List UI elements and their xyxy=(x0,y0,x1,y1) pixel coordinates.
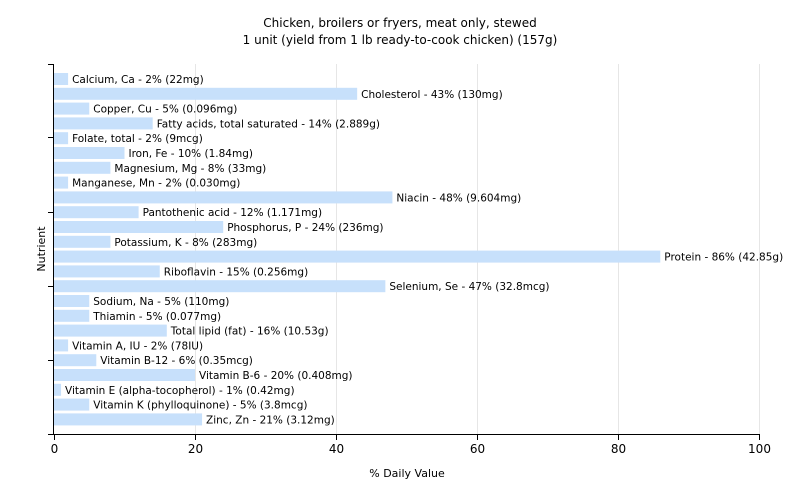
bar-iron-fe xyxy=(54,147,125,159)
bar-label-zinc-zn: Zinc, Zn - 21% (3.12mg) xyxy=(206,414,335,426)
bar-label-magnesium-mg: Magnesium, Mg - 8% (33mg) xyxy=(114,163,266,175)
bar-label-calcium-ca: Calcium, Ca - 2% (22mg) xyxy=(72,74,204,86)
bar-pantothenic-acid xyxy=(54,206,139,219)
bar-niacin xyxy=(54,191,393,204)
bar-label-cholesterol: Cholesterol - 43% (130mg) xyxy=(361,89,503,101)
bar-label-vitamin-b-12: Vitamin B-12 - 6% (0.35mcg) xyxy=(100,355,253,367)
bar-label-thiamin: Thiamin - 5% (0.077mg) xyxy=(92,311,221,323)
bar-label-potassium-k: Potassium, K - 8% (283mg) xyxy=(114,237,257,249)
bar-vitamin-k-phylloquinone xyxy=(54,398,90,411)
x-tick-labels: 0 20 40 60 80 100 xyxy=(51,442,771,456)
bar-vitamin-b-12 xyxy=(54,354,97,367)
bar-copper-cu xyxy=(54,102,90,115)
bar-label-copper-cu: Copper, Cu - 5% (0.096mg) xyxy=(93,104,237,116)
grid-lines xyxy=(195,64,760,434)
bar-calcium-ca xyxy=(54,73,69,85)
bar-label-total-lipid-fat: Total lipid (fat) - 16% (10.53g) xyxy=(170,326,329,338)
x-tick-label-40: 40 xyxy=(329,442,344,456)
bar-label-iron-fe: Iron, Fe - 10% (1.84mg) xyxy=(129,148,253,160)
bars: Calcium, Ca - 2% (22mg) Cholesterol - 43%… xyxy=(54,73,783,426)
chart-title: Chicken, broilers or fryers, meat only, … xyxy=(263,16,536,30)
bar-selenium-se xyxy=(54,280,386,293)
bar-vitamin-a-iu xyxy=(54,339,69,352)
bar-label-sodium-na: Sodium, Na - 5% (110mg) xyxy=(93,296,229,308)
bar-label-protein: Protein - 86% (42.85g) xyxy=(664,252,783,264)
bar-riboflavin xyxy=(54,265,160,278)
bar-vitamin-b-6 xyxy=(54,369,195,381)
bar-folate-total xyxy=(54,132,69,145)
bar-cholesterol xyxy=(54,87,358,100)
chart-subtitle: 1 unit (yield from 1 lb ready-to-cook ch… xyxy=(243,33,558,47)
x-tick-label-20: 20 xyxy=(188,442,203,456)
bar-magnesium-mg xyxy=(54,161,111,174)
bar-label-vitamin-b-6: Vitamin B-6 - 20% (0.408mg) xyxy=(199,370,353,382)
bar-label-niacin: Niacin - 48% (9.604mg) xyxy=(396,192,521,204)
axes xyxy=(48,64,760,440)
bar-label-fatty-acids-total-saturated: Fatty acids, total saturated - 14% (2.88… xyxy=(157,118,380,130)
bar-label-vitamin-k-phylloquinone: Vitamin K (phylloquinone) - 5% (3.8mcg) xyxy=(93,400,307,412)
bar-label-folate-total: Folate, total - 2% (9mcg) xyxy=(72,133,203,145)
bar-label-vitamin-e-alpha-tocopherol: Vitamin E (alpha-tocopherol) - 1% (0.42m… xyxy=(65,385,294,397)
bar-label-pantothenic-acid: Pantothenic acid - 12% (1.171mg) xyxy=(143,207,322,219)
x-tick-label-60: 60 xyxy=(470,442,485,456)
bar-sodium-na xyxy=(54,295,90,307)
bar-phosphorus-p xyxy=(54,221,224,233)
bar-vitamin-e-alpha-tocopherol xyxy=(54,383,62,396)
bar-potassium-k xyxy=(54,235,111,248)
bar-label-phosphorus-p: Phosphorus, P - 24% (236mg) xyxy=(227,222,383,234)
x-tick-label-80: 80 xyxy=(611,442,626,456)
x-tick-label-100: 100 xyxy=(748,442,771,456)
bar-manganese-mn xyxy=(54,176,69,189)
x-tick-label-0: 0 xyxy=(51,442,59,456)
bar-label-manganese-mn: Manganese, Mn - 2% (0.030mg) xyxy=(72,178,240,190)
bar-thiamin xyxy=(54,309,90,322)
bar-label-selenium-se: Selenium, Se - 47% (32.8mcg) xyxy=(389,281,549,293)
bar-label-riboflavin: Riboflavin - 15% (0.256mg) xyxy=(164,266,308,278)
bar-fatty-acids-total-saturated xyxy=(54,117,153,130)
x-axis-title: % Daily Value xyxy=(369,467,445,480)
bar-label-vitamin-a-iu: Vitamin A, IU - 2% (78IU) xyxy=(72,340,203,352)
y-axis-title: Nutrient xyxy=(35,226,48,272)
bar-total-lipid-fat xyxy=(54,324,167,337)
bar-protein xyxy=(54,250,661,263)
bar-zinc-zn xyxy=(54,413,203,426)
